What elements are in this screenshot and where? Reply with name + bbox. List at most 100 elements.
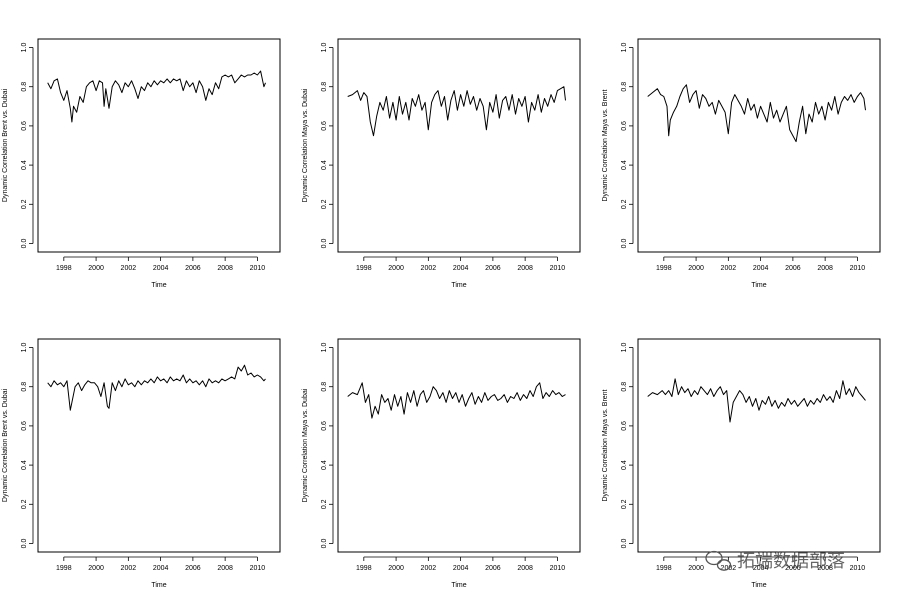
x-axis-label: Time (151, 282, 166, 289)
y-tick-label: 1.0 (321, 343, 328, 353)
wechat-icon (705, 550, 732, 571)
y-tick-label: 0.6 (321, 421, 328, 431)
x-tick-label: 2008 (817, 565, 833, 572)
x-tick-label: 2006 (785, 265, 801, 272)
x-tick-label: 2004 (453, 265, 469, 272)
y-tick-label: 0.4 (21, 160, 28, 170)
x-tick-label: 2002 (121, 265, 137, 272)
y-tick-label: 0.6 (621, 121, 628, 131)
plot-frame (37, 38, 281, 253)
x-axis-label: Time (451, 282, 466, 289)
y-tick-label: 0.2 (621, 499, 628, 509)
chart-panel-1: 0.0 0.2 0.4 0.6 0.8 1.0 1998 2000 2002 2004 2006 20… (2, 38, 281, 289)
y-tick-label: 1.0 (21, 43, 28, 53)
x-tick-label: 2010 (250, 565, 266, 572)
y-tick-label: 0.0 (21, 539, 28, 549)
y-tick-label: 0.4 (621, 460, 628, 470)
x-tick-label: 1998 (56, 565, 72, 572)
x-tick-label: 2006 (185, 265, 201, 272)
y-tick-label: 0.6 (21, 421, 28, 431)
x-tick-label: 1998 (656, 265, 672, 272)
y-tick-label: 0.0 (621, 539, 628, 549)
wechat-bubble-large (705, 550, 723, 566)
y-tick-label: 0.8 (621, 382, 628, 392)
y-tick-label: 0.8 (321, 82, 328, 92)
y-tick-label: 0.0 (321, 239, 328, 249)
y-axis-label: Dynamic Correlation Brent vs. Dubai (2, 388, 9, 502)
x-tick-label: 1998 (356, 265, 372, 272)
x-axis-label: Time (451, 582, 466, 589)
series-line-1 (647, 378, 866, 423)
x-tick-label: 2002 (421, 565, 437, 572)
chart-panel-2: 0.0 0.2 0.4 0.6 0.8 1.0 1998 2000 2002 2004 2006 20… (302, 38, 581, 289)
x-axis-label: Time (751, 582, 766, 589)
x-tick-label: 2006 (485, 565, 501, 572)
plot-frame (637, 338, 881, 553)
watermark: 拓端数据部落 (705, 550, 845, 572)
x-tick-label: 2004 (453, 565, 469, 572)
plot-frame (637, 38, 881, 253)
chart-panel-5: 0.0 0.2 0.4 0.6 0.8 1.0 1998 2000 2002 2004 2006 20… (302, 338, 581, 589)
y-tick-label: 0.2 (621, 199, 628, 209)
plot-frame (37, 338, 281, 553)
y-tick-label: 1.0 (321, 43, 328, 53)
x-tick-label: 2008 (517, 565, 533, 572)
y-tick-label: 0.8 (321, 382, 328, 392)
y-axis-label: Dynamic Correlation Maya vs. Dubai (302, 88, 309, 202)
x-axis-label: Time (151, 582, 166, 589)
x-tick-label: 2000 (88, 565, 104, 572)
x-tick-label: 2000 (88, 265, 104, 272)
x-tick-label: 2004 (753, 265, 769, 272)
x-tick-label: 2000 (688, 265, 704, 272)
x-tick-label: 2000 (388, 565, 404, 572)
y-tick-label: 0.4 (621, 160, 628, 170)
y-tick-label: 0.2 (321, 499, 328, 509)
y-axis-label: Dynamic Correlation Maya vs. Dubai (302, 388, 309, 502)
x-tick-label: 1998 (356, 565, 372, 572)
wechat-bubble-small (716, 559, 732, 571)
x-axis-label: Time (751, 282, 766, 289)
series-line-1 (647, 84, 866, 143)
x-tick-label: 1998 (56, 265, 72, 272)
series-line-1 (347, 382, 566, 419)
y-axis-label: Dynamic Correlation Brent vs. Dubai (2, 88, 9, 202)
y-tick-label: 0.2 (21, 199, 28, 209)
y-tick-label: 0.0 (21, 239, 28, 249)
x-tick-label: 2010 (850, 265, 866, 272)
x-tick-label: 2006 (185, 565, 201, 572)
y-axis-label: Dynamic Correlation Maya vs. Brent (602, 389, 609, 501)
y-tick-label: 0.4 (321, 460, 328, 470)
y-tick-label: 0.8 (21, 382, 28, 392)
x-tick-label: 2008 (817, 265, 833, 272)
x-tick-label: 2010 (550, 265, 566, 272)
y-tick-label: 1.0 (21, 343, 28, 353)
plot-frame (337, 38, 581, 253)
y-tick-label: 0.6 (321, 121, 328, 131)
x-tick-label: 2004 (153, 565, 169, 572)
x-tick-label: 2006 (785, 565, 801, 572)
watermark-text: 拓端数据部落 (737, 551, 845, 572)
x-tick-label: 2000 (688, 565, 704, 572)
x-tick-label: 2004 (753, 565, 769, 572)
x-tick-label: 1998 (656, 565, 672, 572)
y-tick-label: 0.2 (21, 499, 28, 509)
y-tick-label: 0.6 (621, 421, 628, 431)
y-tick-label: 1.0 (621, 43, 628, 53)
x-tick-label: 2010 (250, 265, 266, 272)
chart-panel-3: 0.0 0.2 0.4 0.6 0.8 1.0 1998 2000 2002 2004 2006 20… (602, 38, 881, 289)
series-line-1 (47, 70, 266, 123)
y-tick-label: 1.0 (621, 343, 628, 353)
y-tick-label: 0.8 (21, 82, 28, 92)
x-tick-label: 2002 (121, 565, 137, 572)
x-tick-label: 2006 (485, 265, 501, 272)
y-axis-label: Dynamic Correlation Maya vs. Brent (602, 89, 609, 201)
x-tick-label: 2010 (850, 565, 866, 572)
x-tick-label: 2010 (550, 565, 566, 572)
y-tick-label: 0.6 (21, 121, 28, 131)
series-line-1 (347, 86, 566, 137)
y-tick-label: 0.0 (321, 539, 328, 549)
x-tick-label: 2008 (217, 265, 233, 272)
y-tick-label: 0.0 (621, 239, 628, 249)
